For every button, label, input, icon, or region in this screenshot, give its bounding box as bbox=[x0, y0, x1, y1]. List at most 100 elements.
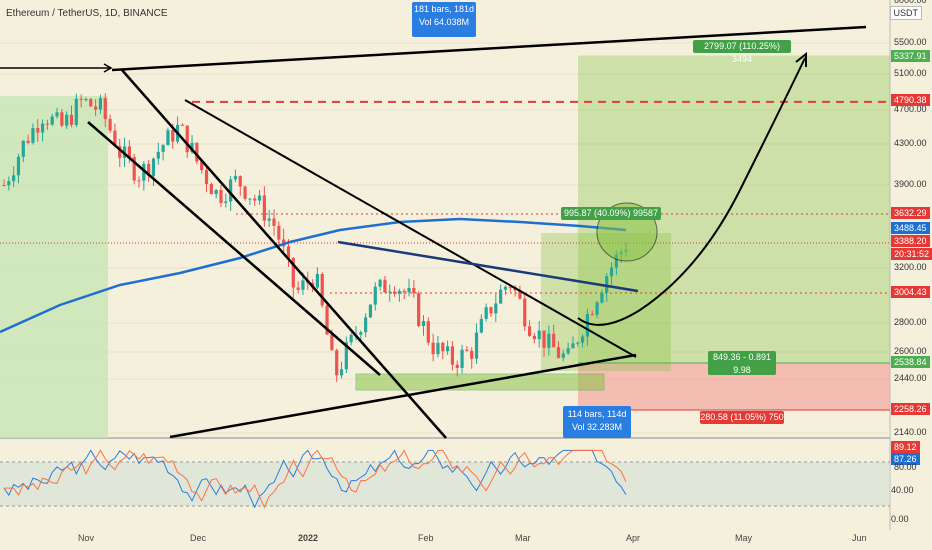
candle-body bbox=[330, 334, 334, 351]
candle-body bbox=[426, 321, 430, 343]
candle-body bbox=[180, 124, 185, 126]
candle-body bbox=[257, 195, 262, 201]
candle-body bbox=[127, 146, 131, 158]
candle-body bbox=[465, 349, 469, 351]
candle-body bbox=[576, 342, 580, 344]
candle-body bbox=[36, 128, 40, 133]
candle-body bbox=[296, 287, 300, 290]
zone-info: 995.87 (40.09%) 99587 bbox=[561, 207, 661, 220]
candle-body bbox=[474, 332, 479, 359]
price-tag: 3488.45 bbox=[891, 222, 930, 234]
price-axis-label: 2440.00 bbox=[894, 373, 927, 383]
candle-body bbox=[253, 198, 257, 201]
risk-reward-line2: 9.98 bbox=[733, 365, 751, 375]
stop-info: 280.58 (11.05%) 750 bbox=[700, 411, 784, 424]
candle-body bbox=[344, 342, 348, 370]
candle-body bbox=[489, 307, 493, 314]
candle-body bbox=[12, 175, 16, 182]
candle-body bbox=[373, 286, 377, 305]
candle-body bbox=[55, 112, 59, 117]
time-axis-label: Nov bbox=[78, 533, 95, 543]
candle-body bbox=[571, 343, 575, 349]
candle-body bbox=[50, 116, 54, 125]
candle-body bbox=[460, 349, 464, 368]
price-axis-label: 4300.00 bbox=[894, 138, 927, 148]
rsi-axis-label: 87.26 bbox=[891, 453, 920, 465]
price-tag: 3632.29 bbox=[891, 207, 930, 219]
candle-body bbox=[320, 273, 324, 306]
candle-body bbox=[200, 161, 204, 171]
candle-body bbox=[16, 156, 21, 176]
candle-body bbox=[499, 289, 503, 304]
candle-body bbox=[600, 292, 604, 303]
candle-body bbox=[209, 183, 213, 195]
candle-body bbox=[142, 163, 146, 181]
price-axis-label: 4700.00 bbox=[894, 104, 927, 114]
candle-body bbox=[2, 185, 6, 186]
currency-unit-button[interactable]: USDT bbox=[889, 6, 922, 20]
ascending-support-line bbox=[169, 353, 637, 439]
candle-body bbox=[248, 198, 252, 200]
range-arrow-head bbox=[103, 63, 113, 73]
rsi-band bbox=[0, 462, 890, 506]
candle-body bbox=[60, 112, 64, 126]
candle-body bbox=[494, 303, 498, 314]
rsi-axis-label: 40.00 bbox=[891, 485, 914, 495]
candle-body bbox=[98, 98, 103, 110]
time-axis-label: Feb bbox=[418, 533, 434, 543]
bottom-range-info: 114 bars, 114d Vol 32.283M bbox=[563, 406, 631, 438]
candle-body bbox=[364, 317, 368, 333]
price-axis-label: 5500.00 bbox=[894, 37, 927, 47]
candle-body bbox=[349, 334, 353, 343]
candle-body bbox=[441, 342, 445, 352]
candle-body bbox=[392, 291, 397, 294]
candle-body bbox=[79, 98, 83, 100]
candle-body bbox=[113, 130, 117, 147]
candle-body bbox=[407, 288, 411, 293]
price-tag: 5337.91 bbox=[891, 50, 930, 62]
top-range-info: 181 bars, 181d Vol 64.038M bbox=[412, 2, 476, 37]
candle-body bbox=[161, 145, 165, 152]
price-tag: 3004.43 bbox=[891, 286, 930, 298]
candle-body bbox=[151, 158, 156, 176]
candle-body bbox=[605, 276, 609, 293]
candle-body bbox=[388, 291, 392, 293]
descending-line-inner bbox=[87, 121, 381, 376]
candle-body bbox=[103, 98, 107, 119]
candle-body bbox=[190, 142, 194, 153]
candle-body bbox=[195, 142, 199, 162]
candle-body bbox=[89, 99, 93, 107]
candle-body bbox=[445, 346, 450, 352]
candle-body bbox=[185, 125, 189, 153]
bottom-range-bars: 114 bars, 114d bbox=[567, 409, 627, 419]
risk-reward-line1: 849.36 - 0.891 bbox=[712, 352, 772, 362]
candle-body bbox=[359, 332, 363, 335]
candle-body bbox=[224, 201, 228, 203]
candle-body bbox=[219, 189, 223, 203]
moving-average-line bbox=[0, 217, 627, 334]
target-info: 2799.07 (110.25%) 3494 bbox=[693, 40, 791, 64]
candle-body bbox=[450, 346, 455, 365]
time-axis-label: Jun bbox=[852, 533, 867, 543]
candle-body bbox=[171, 130, 175, 142]
candle-body bbox=[566, 348, 570, 354]
candle-body bbox=[397, 290, 401, 294]
chart-title: Ethereum / TetherUS, 1D, BINANCE bbox=[6, 8, 168, 19]
candle-body bbox=[585, 314, 590, 337]
candle-body bbox=[590, 314, 594, 316]
candle-body bbox=[412, 288, 416, 294]
candle-body bbox=[556, 347, 561, 358]
price-tag: 4790.38 bbox=[891, 94, 930, 106]
rsi-axis-label: 0.00 bbox=[891, 514, 909, 524]
price-axis-label: 2800.00 bbox=[894, 317, 927, 327]
left-green-zone bbox=[0, 96, 108, 438]
candle-body bbox=[561, 353, 565, 358]
price-axis-label: 3200.00 bbox=[894, 262, 927, 272]
candle-body bbox=[527, 326, 532, 336]
time-axis-label: May bbox=[735, 533, 753, 543]
candle-body bbox=[455, 364, 459, 368]
candle-body bbox=[614, 254, 618, 268]
time-axis-label: 2022 bbox=[298, 533, 319, 543]
